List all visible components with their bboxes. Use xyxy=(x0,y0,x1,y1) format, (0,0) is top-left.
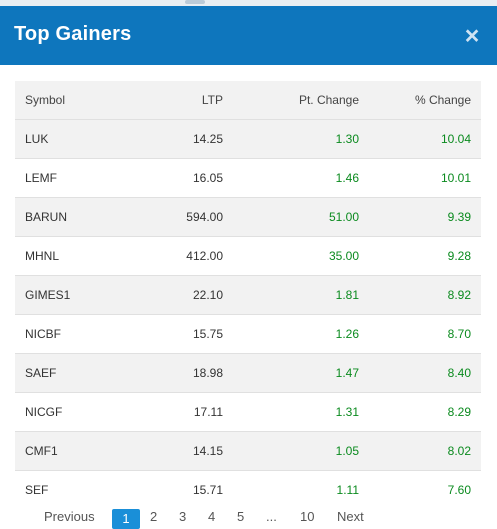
cell-symbol: NICGF xyxy=(15,392,133,432)
cell-pct-change: 8.29 xyxy=(369,392,481,432)
cell-pt-change: 51.00 xyxy=(233,197,369,237)
cell-pct-change: 7.60 xyxy=(369,470,481,509)
table-row[interactable]: NICGF 17.11 1.31 8.29 xyxy=(15,392,481,432)
pagination-next[interactable]: Next xyxy=(337,509,364,524)
cell-ltp: 14.25 xyxy=(133,119,233,159)
cell-pt-change: 1.30 xyxy=(233,119,369,159)
cell-pt-change: 1.31 xyxy=(233,392,369,432)
pagination-page-3[interactable]: 3 xyxy=(179,509,187,524)
cell-pct-change: 8.70 xyxy=(369,314,481,354)
header-symbol[interactable]: Symbol xyxy=(25,93,66,107)
cell-ltp: 412.00 xyxy=(133,236,233,276)
table-row[interactable]: SEF 15.71 1.11 7.60 xyxy=(15,470,481,509)
cell-ltp: 15.75 xyxy=(133,314,233,354)
cell-pct-change: 8.40 xyxy=(369,353,481,393)
cell-pct-change: 8.02 xyxy=(369,431,481,471)
pagination-page-4[interactable]: 4 xyxy=(208,509,216,524)
cell-pct-change: 9.28 xyxy=(369,236,481,276)
table-row[interactable]: CMF1 14.15 1.05 8.02 xyxy=(15,431,481,471)
cell-symbol: SEF xyxy=(15,470,133,509)
table-row[interactable]: GIMES1 22.10 1.81 8.92 xyxy=(15,275,481,315)
pagination-ellipsis: ... xyxy=(266,509,277,524)
pagination-previous[interactable]: Previous xyxy=(44,509,95,524)
cell-pct-change: 10.01 xyxy=(369,158,481,198)
cell-pt-change: 1.11 xyxy=(233,470,369,509)
table-row[interactable]: LUK 14.25 1.30 10.04 xyxy=(15,119,481,159)
gainers-table: Symbol LTP Pt. Change % Change LUK 14.25 1… xyxy=(15,81,481,509)
cell-ltp: 22.10 xyxy=(133,275,233,315)
header-ltp[interactable]: LTP xyxy=(201,93,223,107)
table-header-row: Symbol LTP Pt. Change % Change xyxy=(15,81,481,120)
modal-title: Top Gainers xyxy=(14,23,132,45)
gainers-table-container: Symbol LTP Pt. Change % Change LUK 14.25 1… xyxy=(15,81,481,509)
cell-symbol: BARUN xyxy=(15,197,133,237)
table-row[interactable]: SAEF 18.98 1.47 8.40 xyxy=(15,353,481,393)
pagination-page-2[interactable]: 2 xyxy=(150,509,158,524)
table-row[interactable]: MHNL 412.00 35.00 9.28 xyxy=(15,236,481,276)
cell-pct-change: 8.92 xyxy=(369,275,481,315)
cell-pt-change: 1.46 xyxy=(233,158,369,198)
cell-pct-change: 9.39 xyxy=(369,197,481,237)
table-row[interactable]: LEMF 16.05 1.46 10.01 xyxy=(15,158,481,198)
background-fragment xyxy=(185,0,205,4)
cell-pt-change: 1.26 xyxy=(233,314,369,354)
modal-header: Top Gainers × xyxy=(0,6,497,65)
cell-ltp: 17.11 xyxy=(133,392,233,432)
header-pt-change[interactable]: Pt. Change xyxy=(298,93,359,107)
table-row[interactable]: NICBF 15.75 1.26 8.70 xyxy=(15,314,481,354)
pagination-page-1[interactable]: 1 xyxy=(112,509,140,529)
cell-pt-change: 35.00 xyxy=(233,236,369,276)
header-pct-change[interactable]: % Change xyxy=(414,93,471,107)
cell-ltp: 16.05 xyxy=(133,158,233,198)
cell-symbol: GIMES1 xyxy=(15,275,133,315)
cell-symbol: MHNL xyxy=(15,236,133,276)
cell-pt-change: 1.47 xyxy=(233,353,369,393)
pagination-page-5[interactable]: 5 xyxy=(237,509,245,524)
cell-pt-change: 1.05 xyxy=(233,431,369,471)
cell-ltp: 14.15 xyxy=(133,431,233,471)
cell-ltp: 594.00 xyxy=(133,197,233,237)
cell-pct-change: 10.04 xyxy=(369,119,481,159)
table-row[interactable]: BARUN 594.00 51.00 9.39 xyxy=(15,197,481,237)
cell-ltp: 18.98 xyxy=(133,353,233,393)
close-icon[interactable]: × xyxy=(464,22,480,50)
cell-symbol: NICBF xyxy=(15,314,133,354)
background-strip xyxy=(0,0,497,6)
cell-symbol: LEMF xyxy=(15,158,133,198)
cell-symbol: LUK xyxy=(15,119,133,159)
cell-pt-change: 1.81 xyxy=(233,275,369,315)
pagination-page-10[interactable]: 10 xyxy=(300,509,315,524)
cell-symbol: CMF1 xyxy=(15,431,133,471)
cell-symbol: SAEF xyxy=(15,353,133,393)
cell-ltp: 15.71 xyxy=(133,470,233,509)
